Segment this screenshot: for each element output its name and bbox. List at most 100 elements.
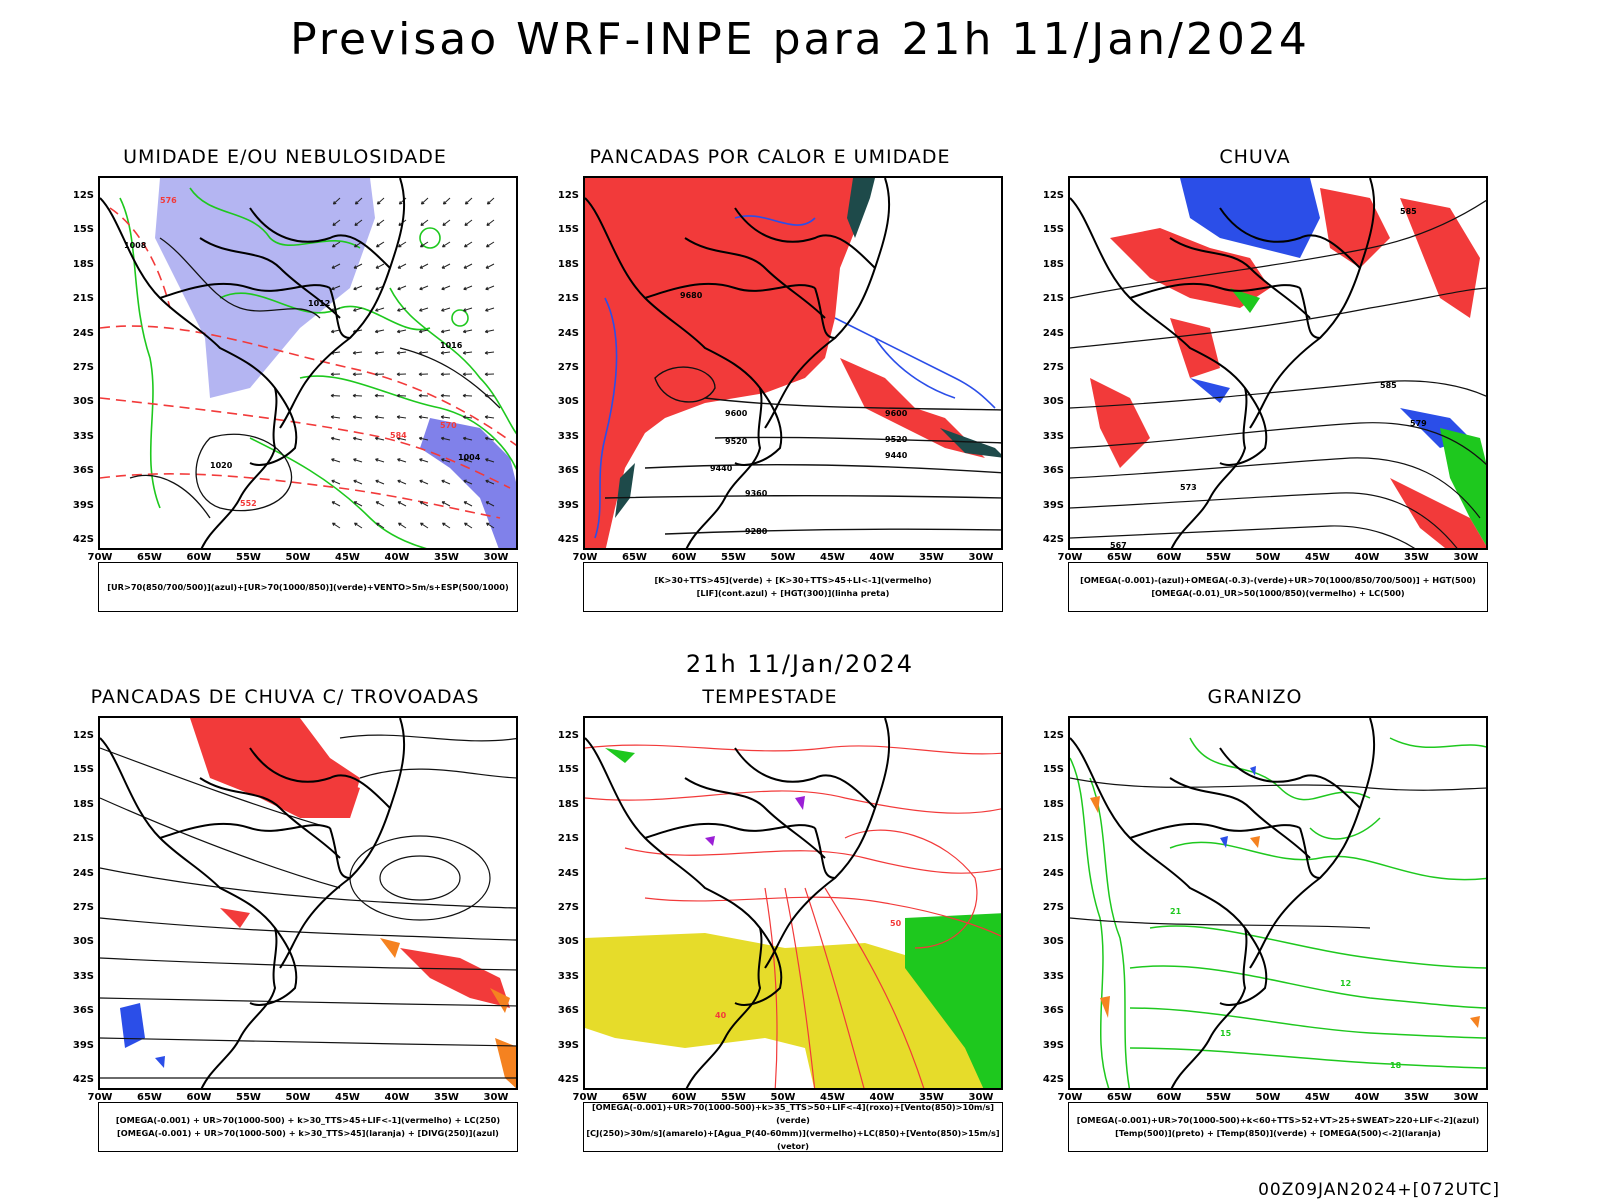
latitude-tick-label: 42S	[557, 534, 579, 545]
map-border-line	[1129, 282, 1301, 299]
wind-arrow	[463, 458, 473, 463]
hgt-label: 9520	[885, 435, 908, 444]
longitude-tick-label: 55W	[236, 552, 261, 563]
severe-purple	[705, 796, 805, 846]
wind-arrow	[485, 307, 495, 312]
hgt-label: 585	[1380, 381, 1397, 390]
thickness-label: 576	[160, 196, 177, 205]
wind-arrow	[463, 479, 473, 485]
wind-arrow	[485, 241, 495, 248]
longitude-tick-label: 60W	[1156, 1092, 1182, 1103]
map-tempestade[interactable]: 50 40	[583, 716, 1003, 1090]
map-border-line	[644, 822, 816, 839]
map-border-line	[279, 178, 406, 429]
run-info-footer: 00Z09JAN2024+[072UTC]	[1258, 1180, 1500, 1200]
panel-umidade: UMIDADE E/OU NEBULOSIDADE 12S 15S 18S 21S 24…	[50, 146, 520, 626]
latitude-tick-label: 30S	[1042, 936, 1064, 948]
latitude-tick-label: 24S	[72, 867, 94, 879]
wind-arrow	[420, 219, 429, 226]
map-border-line	[249, 387, 298, 466]
map-border-line	[329, 287, 351, 339]
ur-upper-blue-shading	[155, 178, 516, 548]
map-chuva[interactable]: 585 585 579 573 567	[1068, 176, 1488, 550]
latitude-tick-label: 12S	[72, 190, 94, 201]
latitude-tick-label: 30S	[72, 396, 94, 408]
wind-arrow	[485, 285, 495, 291]
wind-arrow	[353, 307, 363, 312]
legend-line: [OMEGA(-0.001)+UR>70(1000-500)+k<60+TTS>…	[1076, 1115, 1480, 1125]
map-border-line	[734, 387, 783, 466]
wind-arrow	[463, 263, 473, 269]
hgt-label: 9680	[680, 291, 703, 300]
wind-arrow	[374, 329, 385, 334]
wind-arrow	[462, 415, 473, 419]
wind-arrow	[464, 197, 473, 205]
contour-labels: 1008 1012 1016 1020 1004 576 584 552 570	[124, 196, 481, 508]
latitude-tick-label: 36S	[1042, 465, 1064, 477]
wind-arrow	[485, 458, 495, 463]
map-border-line	[1249, 718, 1376, 969]
wind-arrow	[398, 522, 407, 529]
wind-arrow	[376, 197, 385, 205]
hgt-label: 9520	[725, 437, 748, 446]
contour-labels: 50 40	[715, 919, 902, 1020]
hgt-label: 9440	[885, 451, 908, 460]
longitude-tick-label: 70W	[87, 552, 113, 563]
wind-arrow	[418, 415, 429, 419]
isobar-label: 1004	[458, 453, 481, 462]
wind-arrow	[397, 241, 407, 248]
wind-arrow	[442, 197, 451, 205]
map-pancadas-calor[interactable]: 9680 9600 9600 9520 9520 9440 9440 9360 …	[583, 176, 1003, 550]
map-border-line	[1129, 822, 1301, 839]
longitude-tick-label: 60W	[186, 552, 212, 563]
map-border-line	[764, 718, 891, 969]
lc250-streamlines	[100, 734, 516, 1079]
wind-arrow	[420, 197, 429, 205]
wind-arrow	[441, 241, 451, 248]
longitude-tick-label: 50W	[770, 552, 796, 563]
wind-arrow	[486, 522, 495, 529]
wind-arrow	[462, 372, 473, 377]
longitude-tick-label: 65W	[622, 552, 647, 563]
map-border-line	[734, 927, 783, 1006]
latitude-tick-label: 18S	[1042, 258, 1064, 270]
latitude-tick-label: 42S	[557, 1074, 579, 1085]
map-border-line	[249, 747, 391, 809]
map-trovoadas[interactable]	[98, 716, 518, 1090]
wind-arrow	[374, 372, 385, 377]
isobar-label: 1012	[308, 299, 330, 308]
wind-vectors	[330, 197, 495, 529]
longitude-tick-label: 45W	[1305, 1092, 1330, 1103]
longitude-tick-label: 60W	[671, 552, 697, 563]
longitude-tick-label: 35W	[919, 1092, 944, 1103]
longitude-tick-label: 45W	[335, 552, 360, 563]
map-border-line	[1299, 287, 1321, 339]
latitude-tick-label: 36S	[557, 1005, 579, 1017]
longitude-tick-label: 45W	[820, 1092, 845, 1103]
map-granizo[interactable]: 21 12 15 18	[1068, 716, 1488, 1090]
longitude-tick-label: 50W	[1255, 1092, 1281, 1103]
wind-arrow	[396, 393, 407, 398]
wind-arrow	[354, 219, 363, 226]
wind-arrow	[440, 436, 451, 441]
map-umidade[interactable]: 1008 1012 1016 1020 1004 576 584 552 570	[98, 176, 518, 550]
longitude-tick-label: 35W	[919, 552, 944, 563]
temp-label: 12	[1340, 979, 1351, 988]
panel-granizo: GRANIZO 12S 15S 18S 21S 24S 27S 30S 33S 36S 39S 42…	[1020, 686, 1490, 1166]
latitude-tick-label: 30S	[557, 936, 579, 948]
longitude-tick-label: 30W	[483, 1092, 509, 1103]
wind-arrow	[396, 415, 407, 419]
wind-arrow	[331, 479, 341, 485]
wind-arrow	[441, 501, 451, 507]
longitude-tick-label: 65W	[622, 1092, 647, 1103]
wind-arrow	[485, 479, 495, 485]
wind-arrow	[397, 479, 407, 485]
wind-arrow	[418, 393, 429, 398]
wind-arrow	[419, 241, 429, 248]
hgt-label: 573	[1180, 483, 1197, 492]
latitude-tick-label: 42S	[1042, 534, 1064, 545]
legend-line: [OMEGA(-0.001)-(azul)+OMEGA(-0.3)-(verde…	[1080, 575, 1476, 585]
isobar-label: 1020	[210, 461, 233, 470]
latitude-tick-label: 24S	[1042, 867, 1064, 879]
wind-arrow	[397, 501, 407, 507]
